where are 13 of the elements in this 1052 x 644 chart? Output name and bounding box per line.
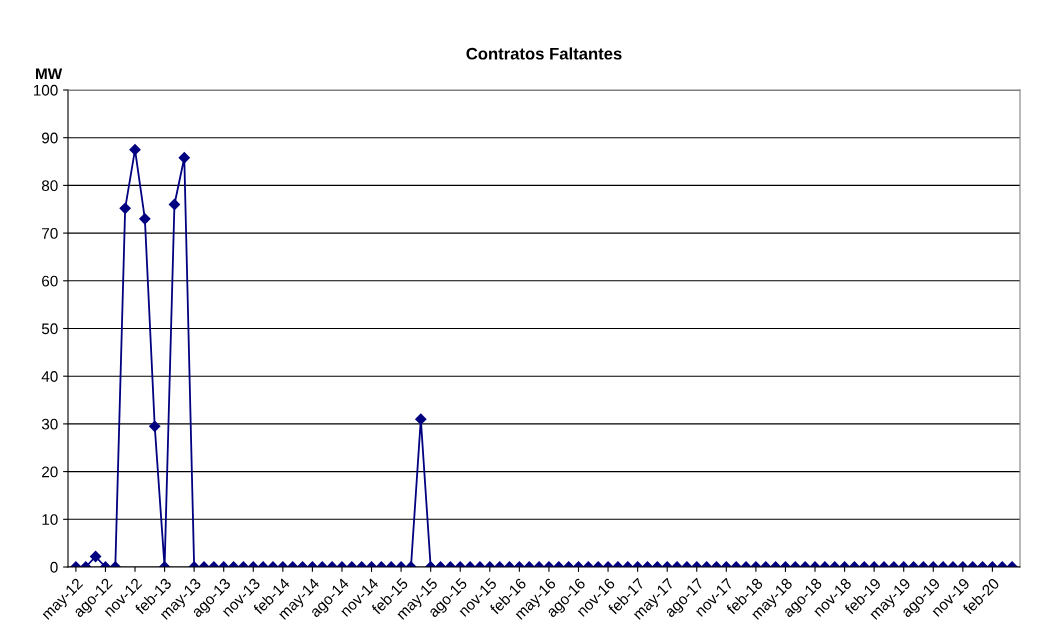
y-tick-label: 60 <box>42 275 58 287</box>
y-tick-label: 40 <box>41 371 58 382</box>
y-tick-label: 100 <box>33 84 58 96</box>
y-tick-label: 20 <box>42 466 58 478</box>
y-tick-label: 80 <box>41 180 58 192</box>
y-axis-title: MW <box>36 68 63 79</box>
y-tick-label: 10 <box>42 514 58 525</box>
y-tick-label: 90 <box>42 132 58 144</box>
chart-title: Contratos Faltantes <box>466 47 622 60</box>
y-tick-label: 0 <box>50 561 58 573</box>
y-tick-label: 30 <box>41 418 58 430</box>
y-tick-label: 50 <box>41 323 58 335</box>
y-tick-label: 70 <box>42 227 58 239</box>
